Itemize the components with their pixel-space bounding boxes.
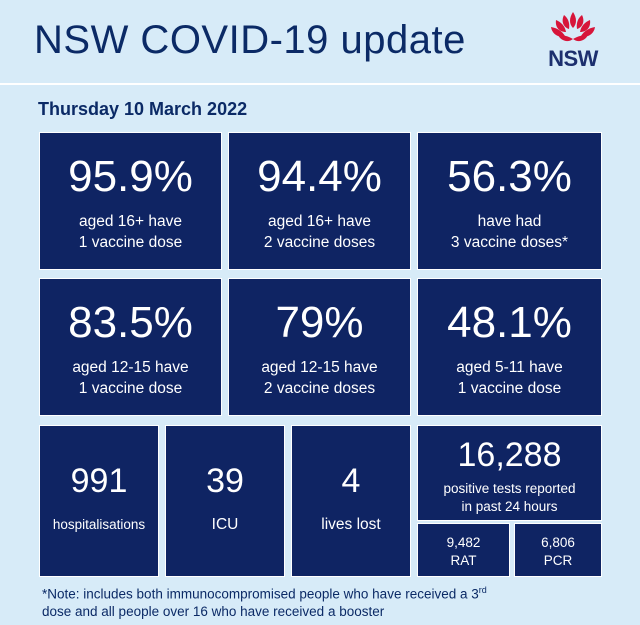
stat-value: 94.4%: [257, 152, 382, 201]
pcr-value: 6,806: [541, 535, 575, 550]
deaths-tile: 4 lives lost: [291, 425, 411, 577]
stat-tile: 48.1% aged 5-11 have 1 vaccine dose: [417, 278, 602, 416]
pcr-label: PCR: [543, 553, 573, 568]
stat-tile: 83.5% aged 12-15 have 1 vaccine dose: [39, 278, 222, 416]
stat-description: aged 12-15 have 1 vaccine dose: [72, 359, 189, 397]
pcr-tile: 6,806 PCR: [514, 523, 602, 577]
stat-description: aged 16+ have 2 vaccine doses: [263, 213, 376, 251]
icu-label: ICU: [211, 516, 239, 533]
logo-text: NSW: [548, 46, 598, 71]
stat-value: 48.1%: [447, 298, 572, 347]
icu-value: 39: [206, 462, 244, 500]
footnote: *Note: includes both immunocompromised p…: [42, 585, 487, 619]
page-title: NSW COVID-19 update: [34, 18, 466, 62]
header-divider: [0, 83, 640, 85]
hospitalisations-value: 991: [70, 462, 128, 500]
hospitalisations-label: hospitalisations: [52, 517, 146, 532]
rat-value: 9,482: [446, 535, 481, 550]
stat-description: have had 3 vaccine doses*: [450, 213, 569, 251]
positive-tests-description: positive tests reported in past 24 hours: [443, 481, 576, 514]
rat-label: RAT: [450, 553, 477, 568]
stat-tile: 95.9% aged 16+ have 1 vaccine dose: [39, 132, 222, 270]
icu-tile: 39 ICU: [165, 425, 285, 577]
stat-description: aged 16+ have 1 vaccine dose: [78, 213, 183, 251]
stat-tile: 56.3% have had 3 vaccine doses*: [417, 132, 602, 270]
positive-tests-value: 16,288: [457, 436, 562, 474]
stat-value: 79%: [275, 298, 364, 347]
stat-value: 83.5%: [68, 298, 193, 347]
positive-tests-tile: 16,288 positive tests reported in past 2…: [417, 425, 602, 521]
hospitalisations-tile: 991 hospitalisations: [39, 425, 159, 577]
stat-tile: 79% aged 12-15 have 2 vaccine doses: [228, 278, 411, 416]
rat-tile: 9,482 RAT: [417, 523, 510, 577]
waratah-icon: [551, 12, 595, 42]
stat-description: aged 5-11 have 1 vaccine dose: [456, 359, 563, 397]
nsw-logo: NSW: [538, 8, 608, 72]
stat-tile: 94.4% aged 16+ have 2 vaccine doses: [228, 132, 411, 270]
report-date: Thursday 10 March 2022: [38, 99, 248, 119]
stat-value: 95.9%: [68, 152, 193, 201]
deaths-value: 4: [341, 462, 361, 500]
deaths-label: lives lost: [321, 516, 381, 533]
stat-description: aged 12-15 have 2 vaccine doses: [261, 359, 378, 397]
stat-value: 56.3%: [447, 152, 572, 201]
